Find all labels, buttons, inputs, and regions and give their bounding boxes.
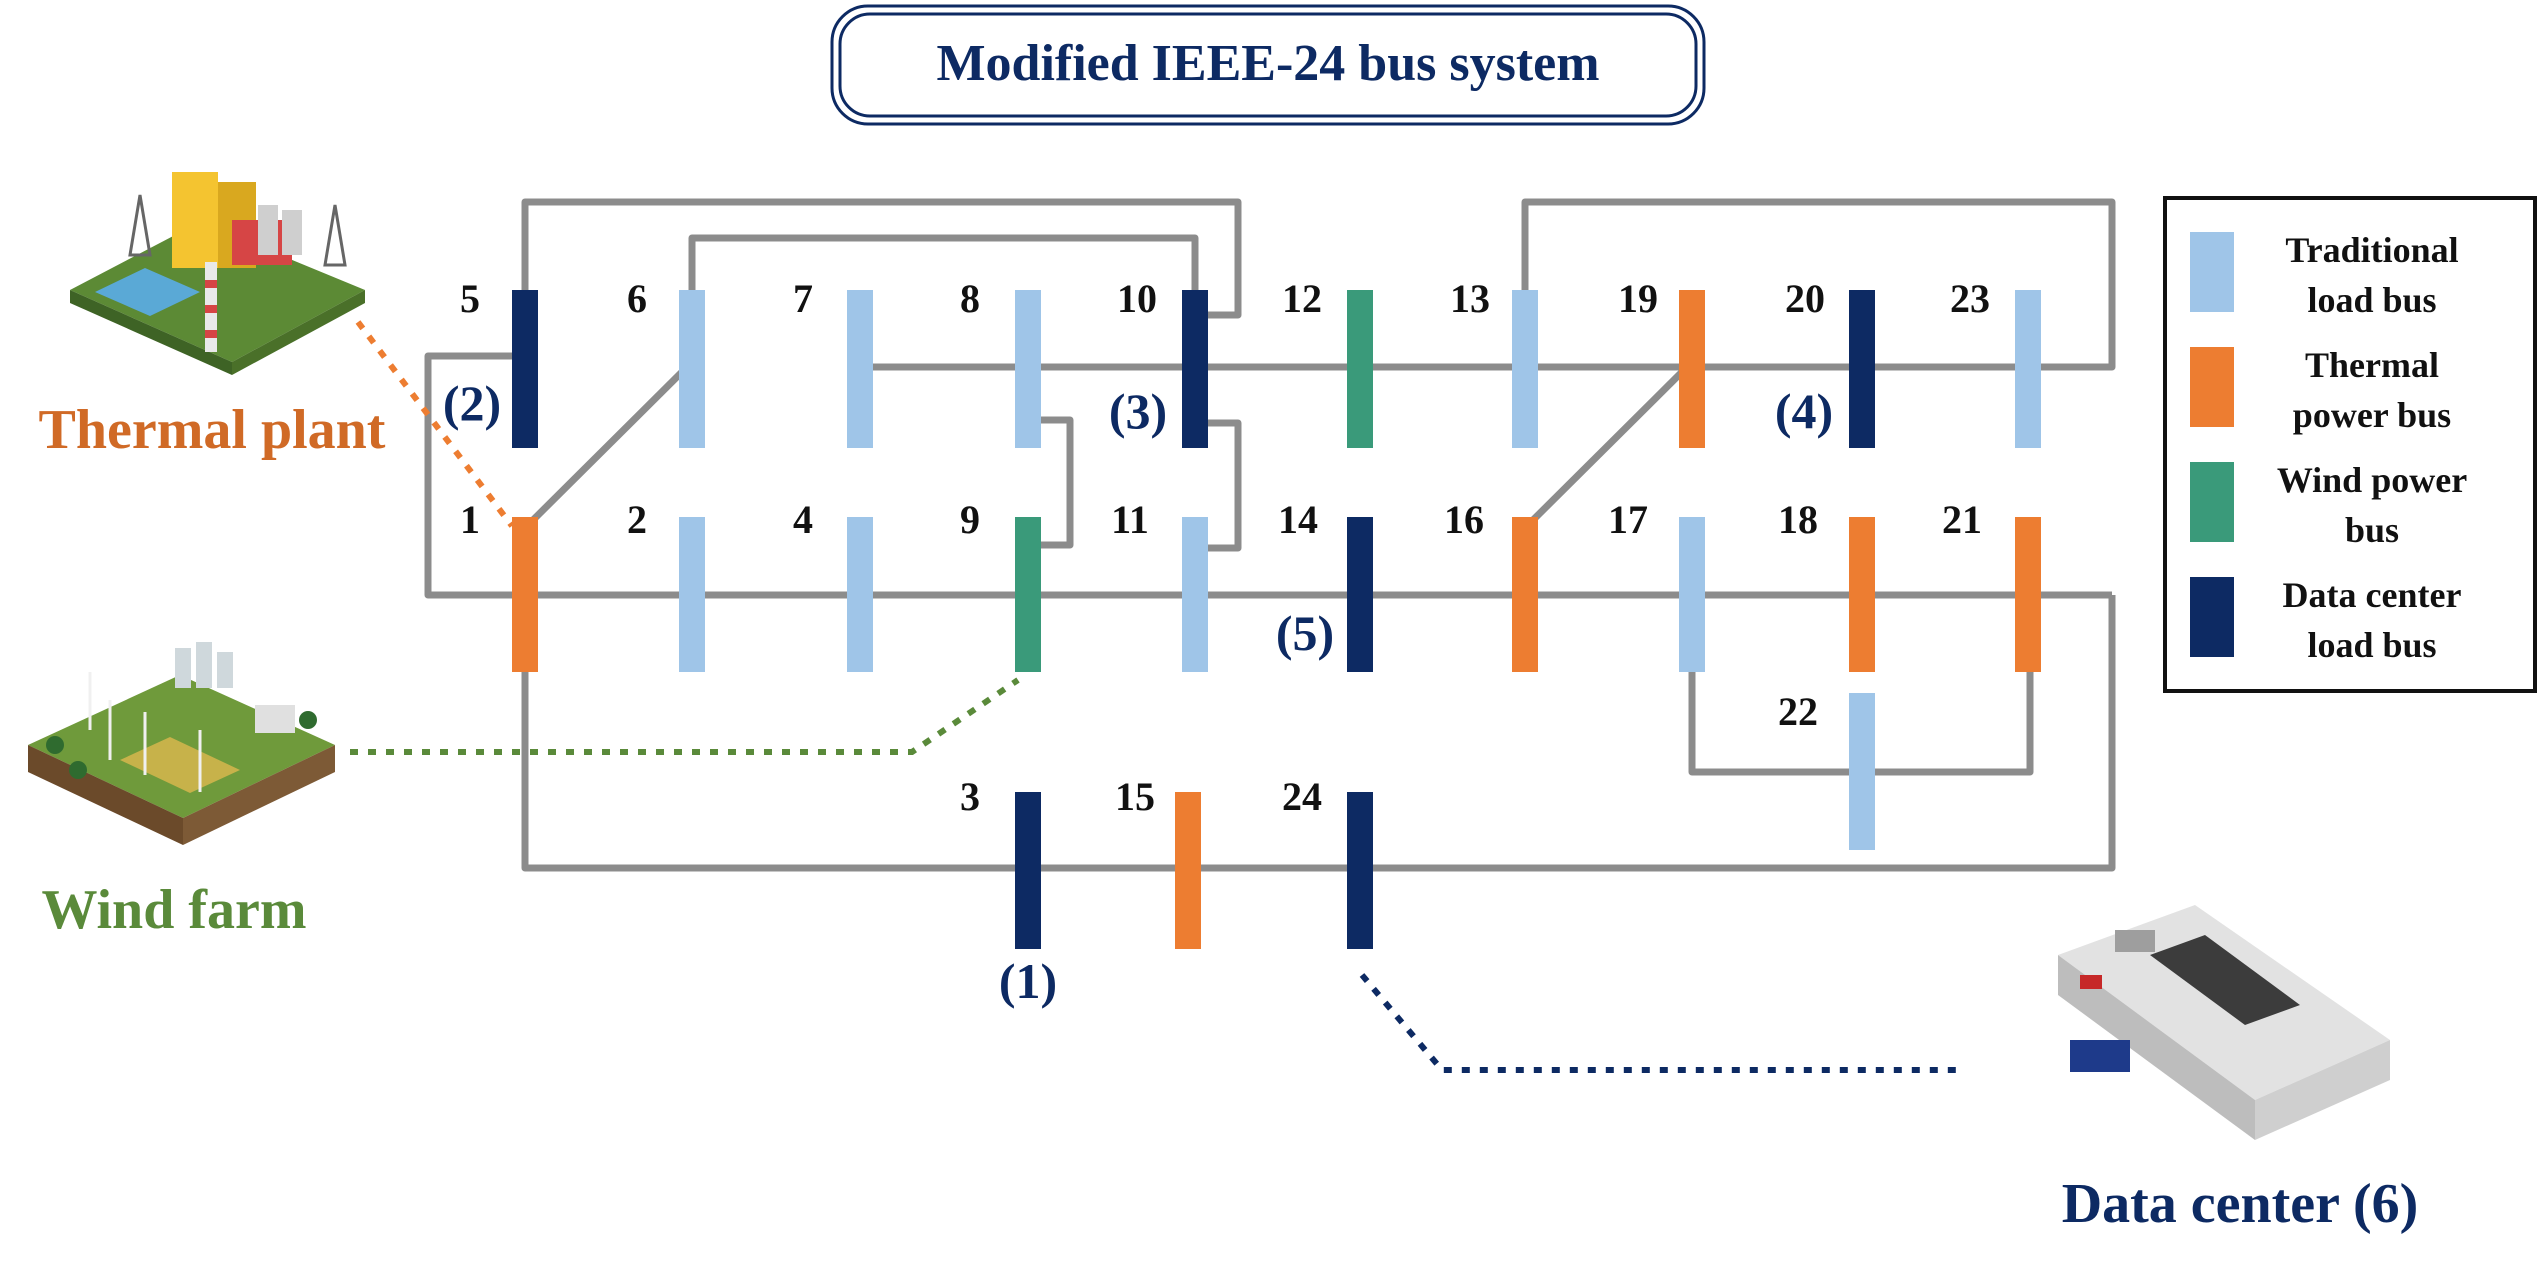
bus-number-17: 17 xyxy=(1608,497,1648,542)
bus-22 xyxy=(1849,693,1875,850)
thermal-plant-icon xyxy=(70,172,365,375)
bus-number-13: 13 xyxy=(1450,276,1490,321)
bus-number-1: 1 xyxy=(460,497,480,542)
line-13-23-top-loop xyxy=(1521,198,2116,371)
bus-10 xyxy=(1182,290,1208,448)
bus-number-7: 7 xyxy=(793,276,813,321)
line-16-19-diagonal xyxy=(1522,359,1695,531)
bus-19 xyxy=(1679,290,1705,448)
line-8-9-link xyxy=(1030,416,1074,549)
legend-label-thermal-power-2: power bus xyxy=(2293,395,2451,435)
legend-label-wind-power-2: bus xyxy=(2345,510,2399,550)
bus-number-14: 14 xyxy=(1278,497,1318,542)
bus-11 xyxy=(1182,517,1208,672)
thermal-plant-label: Thermal plant xyxy=(39,399,386,461)
bus-number-12: 12 xyxy=(1282,276,1322,321)
data-center-labels: (1) (2) (3) (4) (5) xyxy=(443,375,1833,1009)
bus-2 xyxy=(679,517,705,672)
line-10-11-link xyxy=(1195,419,1242,552)
bus-13 xyxy=(1512,290,1538,448)
bus-number-22: 22 xyxy=(1778,689,1818,734)
bus-number-20: 20 xyxy=(1785,276,1825,321)
legend-label-wind-power-1: Wind power xyxy=(2277,460,2467,500)
wind-farm-label: Wind farm xyxy=(42,879,307,941)
bus-number-10: 10 xyxy=(1117,276,1157,321)
bus-number-9: 9 xyxy=(960,497,980,542)
bus-24 xyxy=(1347,792,1373,949)
bus-number-3: 3 xyxy=(960,774,980,819)
bus-number-18: 18 xyxy=(1778,497,1818,542)
line-5-10-top-loop xyxy=(521,198,1242,319)
dc-label-5: (5) xyxy=(1276,605,1334,661)
title-box: Modified IEEE-24 bus system xyxy=(830,4,1706,126)
dc-label-4: (4) xyxy=(1775,383,1833,439)
bus-7 xyxy=(847,290,873,448)
bus-number-16: 16 xyxy=(1444,497,1484,542)
bus-number-24: 24 xyxy=(1282,774,1322,819)
bus-4 xyxy=(847,517,873,672)
legend-label-thermal-power-1: Thermal xyxy=(2305,345,2439,385)
legend-swatch-traditional-load xyxy=(2190,232,2234,312)
bus-14 xyxy=(1347,517,1373,672)
bus-5 xyxy=(512,290,538,448)
bus-12 xyxy=(1347,290,1373,448)
wind-connector xyxy=(350,677,1020,755)
bus-number-4: 4 xyxy=(793,497,813,542)
bus-3 xyxy=(1015,792,1041,949)
bus-15 xyxy=(1175,792,1201,949)
bus-18 xyxy=(1849,517,1875,672)
line-6-10-top-loop xyxy=(688,234,1199,300)
line-21-24-right-loop xyxy=(1360,595,2116,872)
line-5-1-left-loop xyxy=(424,352,525,599)
line-1-6-diagonal xyxy=(522,359,695,531)
bus-21 xyxy=(2015,517,2041,672)
dc-label-3: (3) xyxy=(1109,383,1167,439)
bus-number-21: 21 xyxy=(1942,497,1982,542)
data-center-label: Data center (6) xyxy=(2062,1173,2419,1235)
dc-label-2: (2) xyxy=(443,375,501,431)
bus-16 xyxy=(1512,517,1538,672)
legend-label-traditional-load-1: Traditional xyxy=(2285,230,2458,270)
diagram-title: Modified IEEE-24 bus system xyxy=(936,35,1599,92)
transmission-lines xyxy=(424,198,2116,872)
datacenter-connector xyxy=(1359,973,1965,1073)
bus-number-19: 19 xyxy=(1618,276,1658,321)
dc-label-1: (1) xyxy=(999,953,1057,1009)
legend-label-traditional-load-2: load bus xyxy=(2307,280,2436,320)
data-center-icon xyxy=(2058,905,2390,1140)
bus-1 xyxy=(512,517,538,672)
legend-label-data-center-2: load bus xyxy=(2307,625,2436,665)
bus-number-11: 11 xyxy=(1111,497,1149,542)
line-1-3-bottom xyxy=(521,660,1360,872)
bus-number-6: 6 xyxy=(627,276,647,321)
bus-23 xyxy=(2015,290,2041,448)
bus-number-2: 2 xyxy=(627,497,647,542)
bus-8 xyxy=(1015,290,1041,448)
bus-number-23: 23 xyxy=(1950,276,1990,321)
legend-label-data-center-1: Data center xyxy=(2283,575,2462,615)
legend-swatch-data-center xyxy=(2190,577,2234,657)
bus-20 xyxy=(1849,290,1875,448)
bus-number-8: 8 xyxy=(960,276,980,321)
bus-17 xyxy=(1679,517,1705,672)
thermal-connector xyxy=(355,320,515,528)
legend-swatch-thermal-power xyxy=(2190,347,2234,427)
bus-9 xyxy=(1015,517,1041,672)
wind-farm-icon xyxy=(28,642,335,845)
bus-number-15: 15 xyxy=(1115,774,1155,819)
legend: Traditional load bus Thermal power bus Wind … xyxy=(2163,196,2537,693)
legend-swatch-wind-power xyxy=(2190,462,2234,542)
bus-bars xyxy=(512,290,2041,949)
bus-6 xyxy=(679,290,705,448)
bus-number-5: 5 xyxy=(460,276,480,321)
